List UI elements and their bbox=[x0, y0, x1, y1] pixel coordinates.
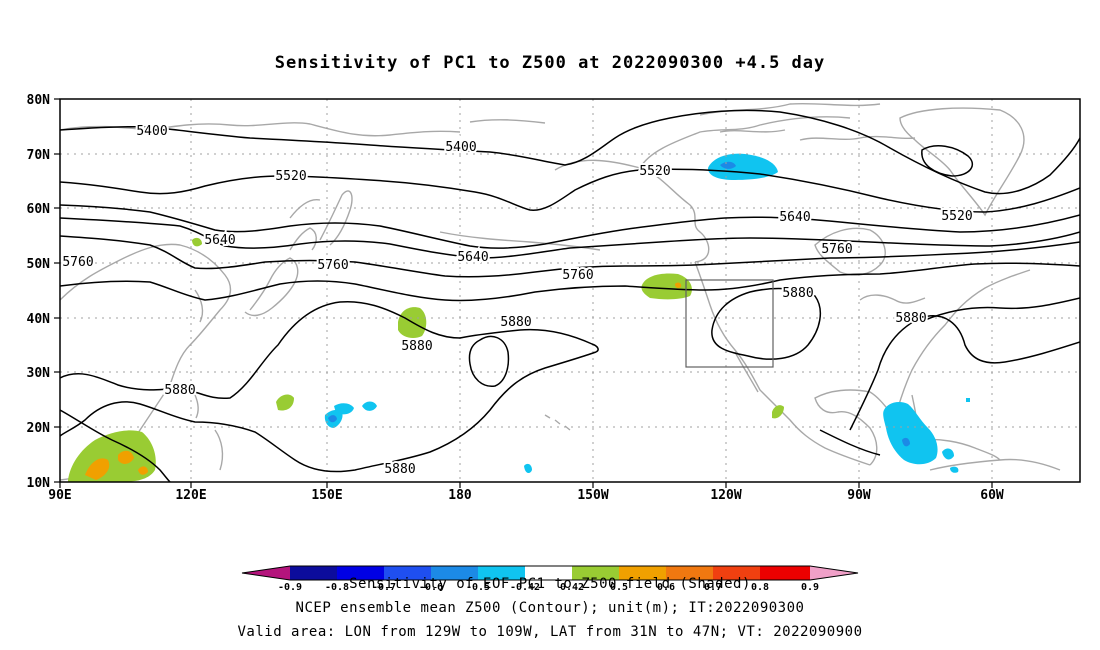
caption-line-contour: NCEP ensemble mean Z500 (Contour); unit(… bbox=[296, 600, 805, 616]
colorbar-segment bbox=[478, 566, 525, 580]
x-tick-label: 120E bbox=[175, 488, 206, 503]
contour-5880-east-b bbox=[819, 429, 881, 456]
contour-label: 5880 bbox=[895, 311, 926, 326]
contour-5760 bbox=[60, 235, 1080, 278]
colorbar-label: 0.7 bbox=[704, 582, 722, 593]
x-tick-labels: 90E 120E 150E 180 150W 120W 90W 60W bbox=[48, 488, 1004, 503]
contour-label: 5520 bbox=[941, 209, 972, 224]
colorbar-segment bbox=[290, 566, 337, 580]
colorbar-label: -0.7 bbox=[372, 582, 396, 593]
x-tick-label: 90W bbox=[847, 488, 871, 503]
colorbar-segment bbox=[666, 566, 713, 580]
contour-5520 bbox=[60, 168, 1080, 213]
caption-line-valid-area: Valid area: LON from 129W to 109W, LAT f… bbox=[237, 624, 862, 640]
contour-closed-low bbox=[921, 144, 973, 177]
colorbar-label: 0.42 bbox=[560, 582, 584, 593]
contour-5880-island bbox=[468, 335, 510, 387]
colorbar-segment bbox=[525, 566, 572, 580]
colorbar-label: -0.5 bbox=[466, 582, 490, 593]
y-tick-label: 70N bbox=[27, 148, 51, 163]
grid-lines bbox=[60, 99, 1080, 482]
colorbar: -0.9 -0.8 -0.7 -0.6 -0.5 -0.42 0.42 0.5 … bbox=[241, 565, 859, 593]
contour-label: 5880 bbox=[384, 462, 415, 477]
x-tick-label: 150E bbox=[311, 488, 342, 503]
y-tick-labels: 80N 70N 60N 50N 40N 30N 20N 10N bbox=[27, 93, 51, 491]
colorbar-left-arrow bbox=[242, 566, 290, 580]
contour-label: 5760 bbox=[562, 268, 593, 283]
colorbar-segment bbox=[431, 566, 478, 580]
contour-label: 5640 bbox=[204, 233, 235, 248]
contour-labels: 5400 5400 5520 5520 5520 5640 5640 5640 … bbox=[60, 122, 974, 479]
contour-label: 5880 bbox=[500, 315, 531, 330]
contour-label: 5520 bbox=[275, 169, 306, 184]
x-tick-label: 120W bbox=[710, 488, 741, 503]
y-tick-label: 50N bbox=[27, 257, 51, 272]
colorbar-right-arrow bbox=[810, 566, 858, 580]
contour-label: 5880 bbox=[164, 383, 195, 398]
x-tick-label: 90E bbox=[48, 488, 71, 503]
sensitivity-shading bbox=[68, 153, 970, 482]
colorbar-segment bbox=[760, 566, 810, 580]
y-tick-label: 40N bbox=[27, 312, 51, 327]
y-tick-label: 80N bbox=[27, 93, 51, 108]
map-title: Sensitivity of PC1 to Z500 at 2022090300… bbox=[275, 53, 826, 73]
contour-label: 5400 bbox=[445, 140, 476, 155]
colorbar-segment bbox=[619, 566, 666, 580]
coastlines bbox=[60, 102, 1061, 481]
y-tick-label: 20N bbox=[27, 421, 51, 436]
x-tick-label: 150W bbox=[577, 488, 608, 503]
tick-marks bbox=[54, 98, 993, 488]
map-panel: 5400 5400 5520 5520 5520 5640 5640 5640 … bbox=[27, 93, 1081, 503]
x-tick-label: 180 bbox=[448, 488, 472, 503]
colorbar-label: 0.8 bbox=[751, 582, 769, 593]
map-frame bbox=[59, 98, 1081, 483]
contour-5640 bbox=[60, 204, 1080, 249]
x-tick-label: 60W bbox=[980, 488, 1004, 503]
contour-label: 5760 bbox=[821, 242, 852, 257]
colorbar-segment bbox=[337, 566, 384, 580]
caption-line-shading: Sensitivity of EOF PC1 to Z500 field (Sh… bbox=[349, 576, 751, 592]
contour-label: 5760 bbox=[62, 255, 93, 270]
colorbar-labels: -0.9 -0.8 -0.7 -0.6 -0.5 -0.42 0.42 0.5 … bbox=[278, 582, 819, 593]
contour-5880-east bbox=[849, 315, 1080, 431]
contour-label: 5400 bbox=[136, 124, 167, 139]
y-tick-label: 60N bbox=[27, 202, 51, 217]
colorbar-label: -0.8 bbox=[325, 582, 349, 593]
colorbar-segment bbox=[713, 566, 760, 580]
colorbar-label: -0.6 bbox=[419, 582, 443, 593]
contour-label: 5640 bbox=[779, 210, 810, 225]
contour-5880-south bbox=[60, 351, 597, 473]
contour-5760-b bbox=[60, 262, 1080, 302]
colorbar-label: 0.6 bbox=[657, 582, 675, 593]
caption: Sensitivity of EOF PC1 to Z500 field (Sh… bbox=[237, 576, 862, 640]
colorbar-label: 0.5 bbox=[610, 582, 628, 593]
contour-5880-west bbox=[60, 300, 599, 400]
y-tick-label: 10N bbox=[27, 476, 51, 491]
contour-5880-na bbox=[711, 287, 822, 360]
contour-5880-sw bbox=[60, 409, 171, 482]
colorbar-label: 0.9 bbox=[801, 582, 819, 593]
colorbar-segment bbox=[384, 566, 431, 580]
contour-label: 5880 bbox=[782, 286, 813, 301]
contour-5400 bbox=[60, 109, 1080, 195]
colorbar-label: -0.42 bbox=[510, 582, 540, 593]
valid-area-box bbox=[685, 279, 774, 368]
colorbar-label: -0.9 bbox=[278, 582, 302, 593]
colorbar-outline bbox=[241, 565, 859, 581]
contour-label: 5520 bbox=[639, 164, 670, 179]
contour-label: 5760 bbox=[317, 258, 348, 273]
y-tick-label: 30N bbox=[27, 366, 51, 381]
contour-5880-east-c bbox=[924, 297, 1080, 321]
contour-label: 5640 bbox=[457, 250, 488, 265]
z500-contours bbox=[60, 109, 1080, 482]
contour-5640-b bbox=[60, 217, 1080, 259]
contour-label: 5880 bbox=[401, 339, 432, 354]
colorbar-segment bbox=[572, 566, 619, 580]
